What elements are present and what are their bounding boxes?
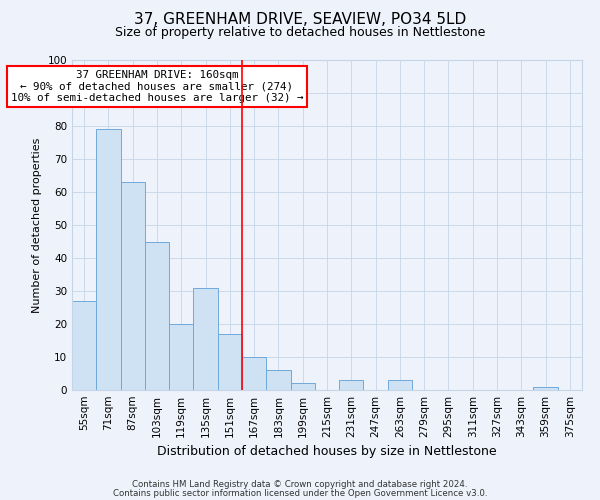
Text: Size of property relative to detached houses in Nettlestone: Size of property relative to detached ho… (115, 26, 485, 39)
Bar (266, 370, 290, 390)
Bar (121, 182, 145, 390)
Text: 37 GREENHAM DRIVE: 160sqm
← 90% of detached houses are smaller (274)
10% of semi: 37 GREENHAM DRIVE: 160sqm ← 90% of detac… (11, 70, 303, 103)
Bar (169, 324, 193, 390)
Bar (145, 242, 169, 390)
Bar (242, 357, 266, 390)
Bar (290, 384, 315, 390)
Bar (96, 130, 121, 390)
Text: Contains public sector information licensed under the Open Government Licence v3: Contains public sector information licen… (113, 488, 487, 498)
Y-axis label: Number of detached properties: Number of detached properties (32, 138, 42, 312)
Bar (218, 334, 242, 390)
Bar (533, 386, 558, 390)
Bar (388, 380, 412, 390)
X-axis label: Distribution of detached houses by size in Nettlestone: Distribution of detached houses by size … (157, 446, 497, 458)
Text: Contains HM Land Registry data © Crown copyright and database right 2024.: Contains HM Land Registry data © Crown c… (132, 480, 468, 489)
Text: 37, GREENHAM DRIVE, SEAVIEW, PO34 5LD: 37, GREENHAM DRIVE, SEAVIEW, PO34 5LD (134, 12, 466, 28)
Bar (72, 301, 96, 390)
Bar (339, 380, 364, 390)
Bar (193, 288, 218, 390)
